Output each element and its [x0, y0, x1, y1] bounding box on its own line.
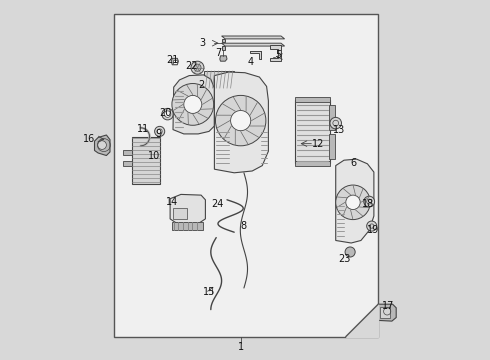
Circle shape: [98, 141, 106, 149]
Text: 19: 19: [367, 225, 379, 235]
Circle shape: [164, 111, 171, 117]
Polygon shape: [221, 39, 225, 42]
Bar: [295, 97, 330, 102]
Polygon shape: [346, 304, 378, 337]
Text: 23: 23: [338, 254, 350, 264]
Circle shape: [364, 196, 374, 207]
Polygon shape: [270, 45, 281, 61]
Text: 9: 9: [155, 129, 162, 139]
Polygon shape: [378, 304, 396, 321]
Polygon shape: [221, 36, 285, 39]
Polygon shape: [220, 56, 227, 61]
Circle shape: [231, 111, 251, 131]
Text: 14: 14: [166, 197, 178, 207]
Text: 11: 11: [137, 124, 149, 134]
Polygon shape: [170, 194, 205, 223]
Circle shape: [162, 108, 173, 120]
Polygon shape: [221, 46, 225, 50]
Circle shape: [330, 117, 342, 129]
Text: 20: 20: [159, 108, 171, 118]
Polygon shape: [171, 58, 178, 65]
Polygon shape: [173, 75, 215, 134]
Text: 16: 16: [83, 134, 96, 144]
Text: 13: 13: [333, 125, 345, 135]
Circle shape: [336, 185, 370, 220]
Polygon shape: [221, 43, 285, 46]
Circle shape: [345, 247, 355, 257]
Text: 1: 1: [238, 342, 244, 352]
Text: 3: 3: [199, 38, 206, 48]
Circle shape: [157, 129, 162, 134]
Text: 4: 4: [247, 57, 253, 67]
Text: 24: 24: [211, 199, 223, 210]
Bar: [329, 105, 335, 130]
Bar: [172, 222, 203, 230]
Bar: [295, 100, 330, 163]
Text: 21: 21: [166, 55, 178, 66]
Circle shape: [216, 95, 266, 146]
Text: 15: 15: [203, 287, 215, 297]
Circle shape: [191, 61, 204, 74]
Bar: [204, 71, 234, 88]
Text: 18: 18: [362, 199, 374, 210]
Bar: [132, 137, 160, 184]
Polygon shape: [336, 159, 374, 243]
Text: 22: 22: [185, 60, 197, 71]
Text: 5: 5: [275, 50, 282, 60]
Circle shape: [172, 84, 214, 125]
Polygon shape: [250, 51, 261, 59]
Text: 17: 17: [382, 301, 394, 311]
Circle shape: [194, 64, 201, 71]
Circle shape: [184, 95, 202, 113]
Bar: [295, 161, 330, 166]
Circle shape: [155, 126, 165, 136]
Text: 10: 10: [148, 150, 160, 161]
Text: 8: 8: [241, 221, 247, 231]
Text: 2: 2: [198, 80, 204, 90]
Text: 7: 7: [215, 48, 221, 58]
Circle shape: [346, 195, 360, 210]
Bar: [114, 14, 378, 337]
Bar: [380, 307, 391, 318]
Circle shape: [367, 221, 377, 231]
Polygon shape: [95, 135, 110, 156]
Text: 6: 6: [350, 158, 356, 168]
Text: 12: 12: [312, 139, 324, 149]
Bar: [123, 161, 132, 166]
Bar: [329, 134, 335, 159]
Bar: [173, 60, 176, 64]
Bar: [173, 208, 187, 219]
Polygon shape: [215, 72, 269, 173]
Bar: [123, 150, 132, 155]
